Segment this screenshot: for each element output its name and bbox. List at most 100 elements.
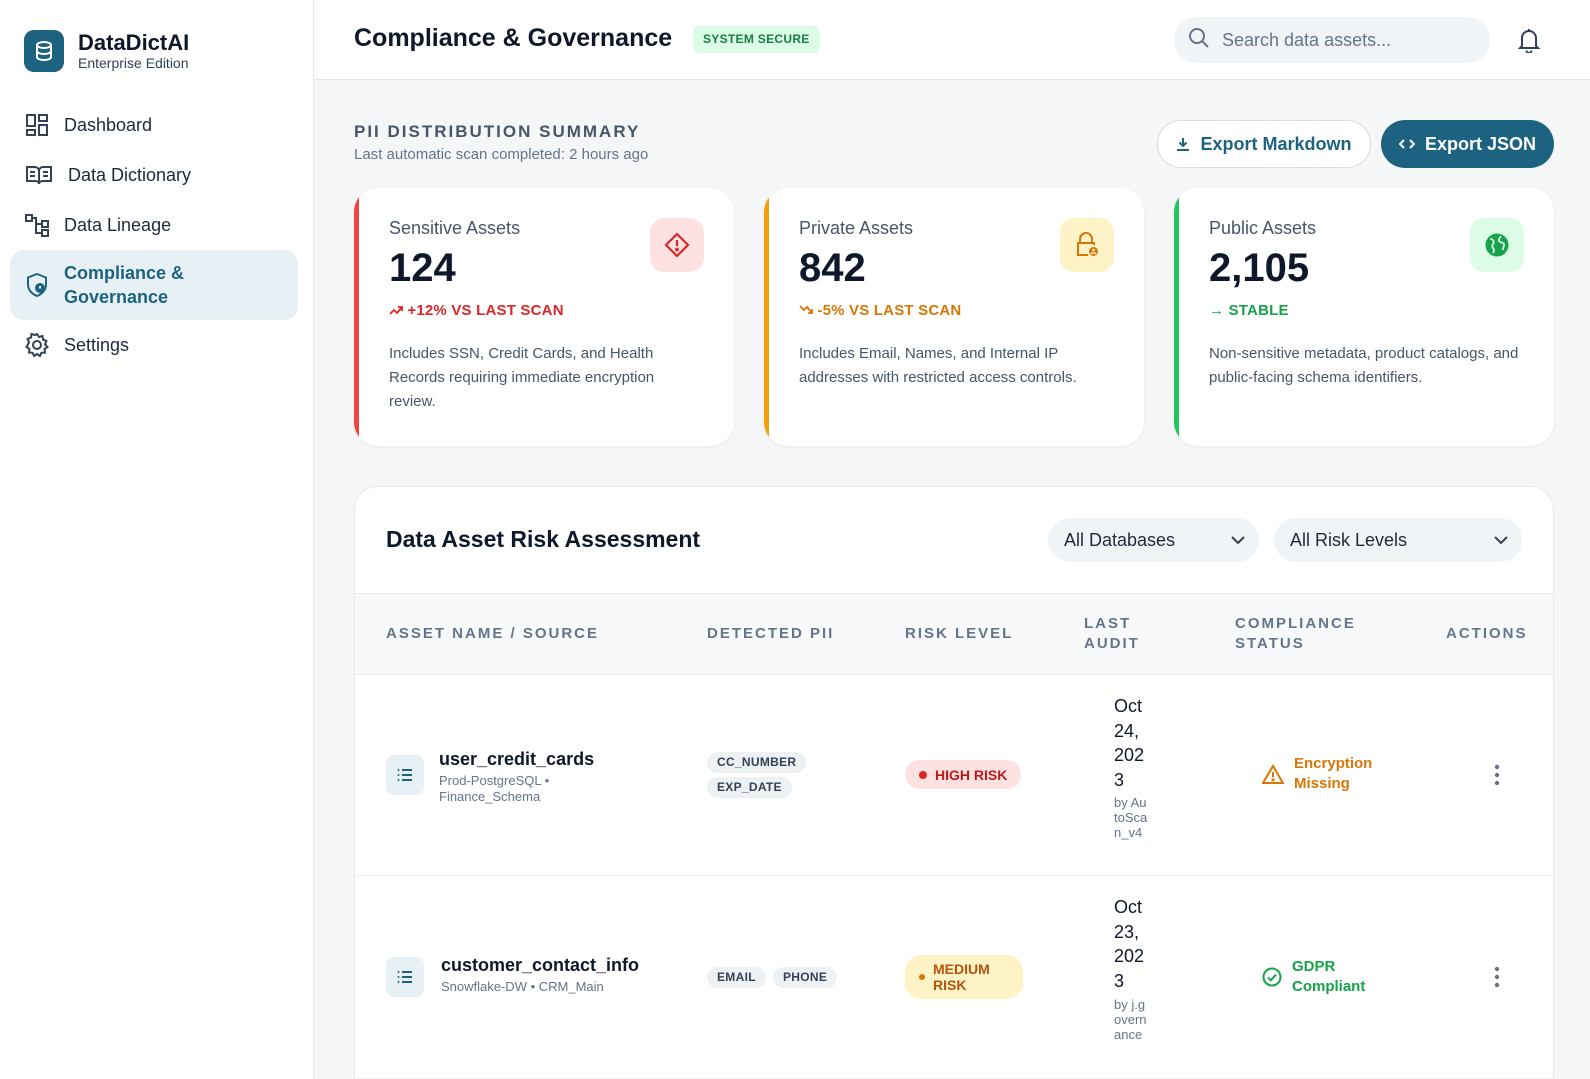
private-assets-card: Private Assets 842 -5% VS LAST SCAN Incl…	[764, 188, 1144, 446]
shield-icon	[24, 272, 50, 298]
risk-label: HIGH RISK	[935, 766, 1008, 783]
export-json-button[interactable]: Export JSON	[1381, 120, 1554, 168]
column-header-last-audit[interactable]: LAST AUDIT	[1084, 615, 1140, 652]
more-actions-icon[interactable]	[1487, 760, 1507, 790]
gear-icon	[24, 332, 50, 358]
compliance-status: Encryption Missing	[1262, 754, 1394, 794]
card-accent	[354, 188, 359, 446]
column-header-risk[interactable]: RISK LEVEL	[905, 625, 1014, 642]
table-icon	[386, 957, 424, 997]
lock-person-icon	[1060, 218, 1114, 272]
card-value: 124	[389, 246, 456, 290]
column-header-compliance[interactable]: COMPLIANCE STATUS	[1235, 615, 1356, 652]
sidebar-item-compliance-governance[interactable]: Compliance & Governance	[10, 250, 298, 320]
public-assets-card: Public Assets 2,105 → STABLE Non-sensiti…	[1174, 188, 1554, 446]
brand-name: DataDictAI	[78, 30, 190, 55]
column-header-asset[interactable]: ASSET NAME / SOURCE	[386, 625, 600, 642]
sidebar-nav: Dashboard Data Dictionary Data Lineage	[10, 100, 298, 370]
audit-date: Oct 24, 2023	[1114, 696, 1145, 790]
chevron-down-icon	[1231, 535, 1245, 544]
sensitive-assets-card: Sensitive Assets 124 +12% VS LAST SCAN I…	[354, 188, 734, 446]
compliance-status: GDPR Compliant	[1262, 957, 1392, 997]
asset-name[interactable]: user_credit_cards	[439, 749, 595, 769]
chevron-down-icon	[1494, 535, 1508, 544]
warning-diamond-icon	[650, 218, 704, 272]
audit-date: Oct 23, 2023	[1114, 897, 1145, 991]
card-description: Includes SSN, Credit Cards, and Health R…	[389, 345, 655, 410]
export-json-label: Export JSON	[1424, 133, 1537, 154]
column-header-pii[interactable]: DETECTED PII	[707, 625, 835, 642]
table-row[interactable]: customer_contact_info Snowflake-DW • CRM…	[355, 877, 1553, 1079]
card-label: Public Assets	[1209, 218, 1317, 238]
pii-tag: CC_NUMBER	[707, 752, 807, 773]
panel-title: Data Asset Risk Assessment	[386, 526, 701, 552]
lineage-icon	[24, 212, 50, 238]
summary-cards: Sensitive Assets 124 +12% VS LAST SCAN I…	[354, 188, 1554, 446]
search-input[interactable]	[1222, 29, 1472, 51]
brand[interactable]: DataDictAI Enterprise Edition	[24, 30, 189, 72]
status-badge: SYSTEM SECURE	[693, 26, 820, 53]
sidebar-item-label: Compliance & Governance	[64, 263, 185, 307]
risk-filter-select[interactable]: All Risk Levels	[1274, 518, 1522, 562]
summary-header: PII DISTRIBUTION SUMMARY Last automatic …	[354, 122, 648, 163]
table-row[interactable]: user_credit_cards Prod-PostgreSQL • Fina…	[355, 676, 1553, 876]
warning-triangle-icon	[1262, 764, 1284, 784]
table-header: ASSET NAME / SOURCE DETECTED PII RISK LE…	[355, 593, 1553, 675]
sidebar-item-label: Data Lineage	[64, 214, 172, 235]
export-markdown-button[interactable]: Export Markdown	[1157, 120, 1371, 168]
asset-source: Snowflake-DW • CRM_Main	[441, 979, 604, 994]
more-actions-icon[interactable]	[1487, 962, 1507, 992]
globe-icon	[1470, 218, 1524, 272]
card-trend-text: -5% VS LAST SCAN	[817, 302, 962, 319]
search-bar[interactable]	[1174, 17, 1490, 63]
compliance-status-text: Encryption Missing	[1294, 755, 1373, 792]
card-trend-text: STABLE	[1228, 302, 1289, 319]
export-markdown-label: Export Markdown	[1200, 133, 1352, 154]
risk-label: MEDIUM RISK	[933, 961, 990, 993]
risk-badge-high: HIGH RISK	[905, 760, 1021, 789]
sidebar-item-label: Data Dictionary	[68, 164, 192, 185]
pii-tag: EXP_DATE	[707, 777, 792, 798]
card-accent	[764, 188, 769, 446]
sidebar-item-settings[interactable]: Settings	[10, 320, 298, 370]
card-trend: → STABLE	[1209, 302, 1289, 319]
top-bar: Compliance & Governance SYSTEM SECURE	[314, 0, 1590, 80]
summary-subtitle: Last automatic scan completed: 2 hours a…	[354, 146, 649, 163]
card-description: Non-sensitive metadata, product catalogs…	[1209, 345, 1519, 386]
sidebar-item-data-dictionary[interactable]: Data Dictionary	[10, 150, 298, 200]
sidebar-item-label: Dashboard	[64, 114, 153, 135]
page-title: Compliance & Governance	[354, 24, 673, 52]
card-description: Includes Email, Names, and Internal IP a…	[799, 345, 1077, 386]
trend-down-icon	[799, 305, 813, 314]
brand-edition: Enterprise Edition	[78, 55, 189, 71]
pii-tag: PHONE	[773, 967, 838, 988]
card-trend-text: +12% VS LAST SCAN	[407, 302, 564, 319]
sidebar: DataDictAI Enterprise Edition Dashboard …	[0, 0, 314, 1079]
select-value: All Databases	[1064, 529, 1176, 550]
database-filter-select[interactable]: All Databases	[1048, 518, 1259, 562]
download-icon	[1176, 137, 1190, 151]
card-trend: -5% VS LAST SCAN	[799, 302, 961, 319]
sidebar-item-data-lineage[interactable]: Data Lineage	[10, 200, 298, 250]
audit-by: by j.governance	[1114, 997, 1147, 1042]
card-trend: +12% VS LAST SCAN	[389, 302, 564, 319]
risk-badge-medium: MEDIUM RISK	[905, 955, 1023, 999]
table-icon	[386, 755, 424, 795]
card-label: Private Assets	[799, 218, 914, 238]
book-icon	[24, 162, 54, 188]
card-accent	[1174, 188, 1179, 446]
arrow-right-icon: →	[1209, 302, 1225, 319]
search-icon	[1188, 27, 1210, 54]
trend-up-icon	[389, 306, 403, 315]
card-label: Sensitive Assets	[389, 218, 521, 238]
asset-source: Prod-PostgreSQL • Finance_Schema	[439, 773, 550, 804]
column-header-actions: ACTIONS	[1446, 625, 1528, 642]
bell-icon[interactable]	[1514, 25, 1544, 55]
asset-name[interactable]: customer_contact_info	[441, 955, 640, 975]
dashboard-icon	[24, 112, 50, 138]
pii-tag: EMAIL	[707, 967, 766, 988]
summary-title: PII DISTRIBUTION SUMMARY	[354, 122, 641, 141]
risk-assessment-panel: Data Asset Risk Assessment All Databases…	[354, 486, 1554, 1079]
sidebar-item-dashboard[interactable]: Dashboard	[10, 100, 298, 150]
card-value: 2,105	[1209, 246, 1310, 290]
